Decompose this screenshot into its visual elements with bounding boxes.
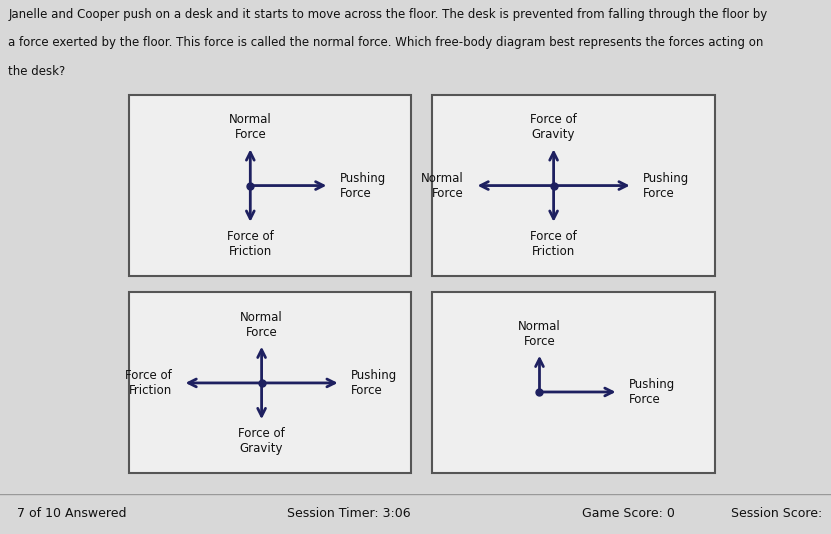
Text: Session Timer: 3:06: Session Timer: 3:06 (288, 507, 411, 521)
Text: Normal
Force: Normal Force (518, 319, 561, 348)
Text: Force of
Friction: Force of Friction (530, 230, 577, 258)
Text: Normal
Force: Normal Force (240, 311, 283, 339)
Text: Force of
Gravity: Force of Gravity (238, 427, 285, 456)
Text: Force of
Friction: Force of Friction (125, 369, 172, 397)
Text: the desk?: the desk? (8, 65, 66, 78)
Text: Normal
Force: Normal Force (229, 113, 272, 141)
Bar (129, 95, 411, 276)
Text: Game Score: 0: Game Score: 0 (582, 507, 675, 521)
Text: Pushing
Force: Pushing Force (643, 171, 690, 200)
Bar (432, 95, 715, 276)
Text: Force of
Gravity: Force of Gravity (530, 113, 577, 141)
Text: Session Score:: Session Score: (731, 507, 823, 521)
Text: 7 of 10 Answered: 7 of 10 Answered (17, 507, 126, 521)
Text: a force exerted by the floor. This force is called the normal force. Which free-: a force exerted by the floor. This force… (8, 36, 764, 50)
Text: Janelle and Cooper push on a desk and it starts to move across the floor. The de: Janelle and Cooper push on a desk and it… (8, 8, 768, 21)
Text: Force of
Friction: Force of Friction (227, 230, 273, 258)
Text: Pushing
Force: Pushing Force (340, 171, 386, 200)
Text: Pushing
Force: Pushing Force (629, 378, 676, 406)
Text: Pushing
Force: Pushing Force (352, 369, 397, 397)
Text: Normal
Force: Normal Force (421, 171, 464, 200)
Bar (129, 293, 411, 474)
Bar (432, 293, 715, 474)
